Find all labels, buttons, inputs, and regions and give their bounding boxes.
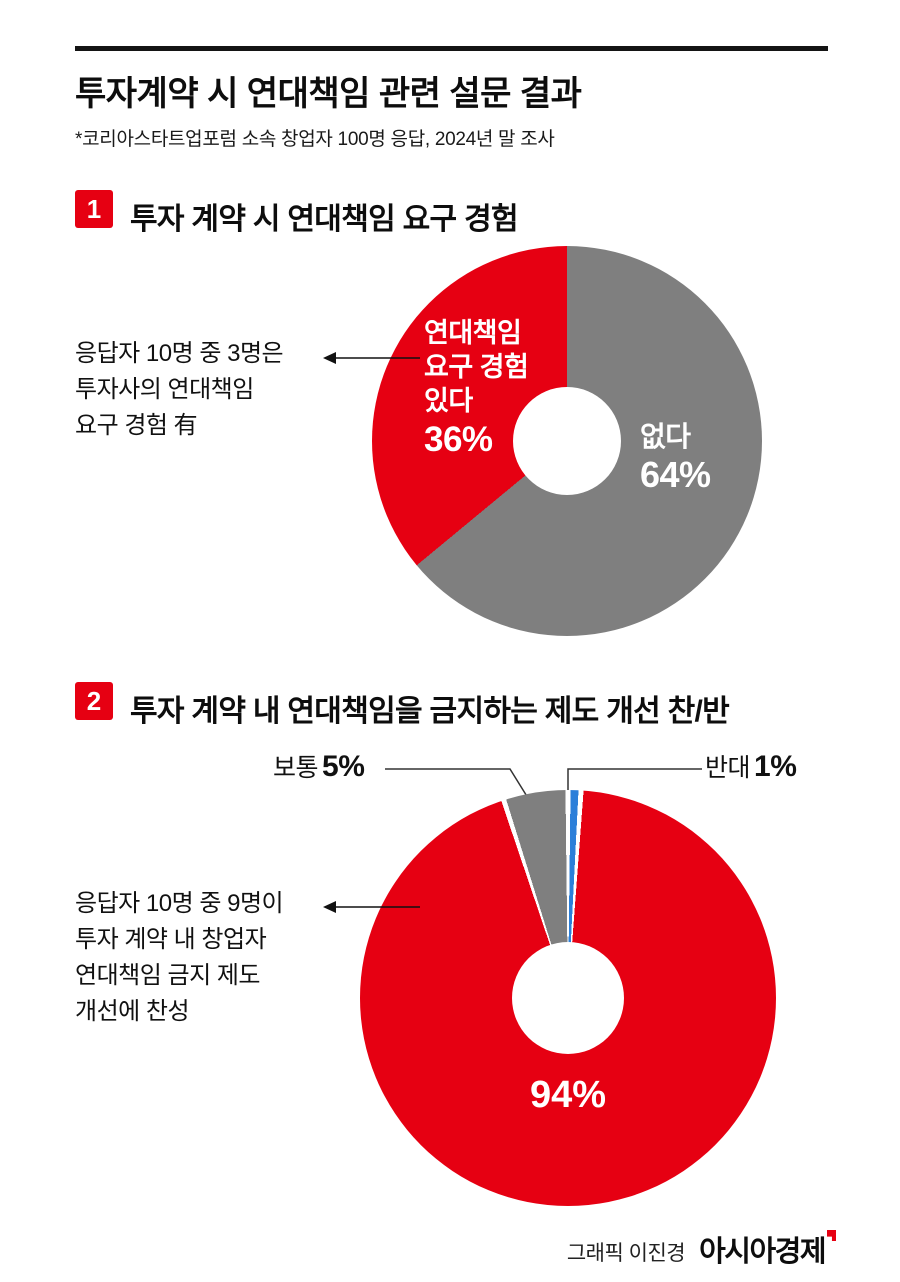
donut-1-hole (513, 387, 621, 495)
callout-neutral-label: 보통 (273, 754, 319, 782)
label-line: 없다 (640, 421, 691, 452)
annotation-line: 투자사의 연대책임 (75, 376, 254, 403)
credit-text: 그래픽 이진경 (566, 1242, 686, 1265)
source-note: *코리아스타트업포럼 소속 창업자 100명 응답, 2024년 말 조사 (75, 129, 555, 150)
section-1-heading: 투자 계약 시 연대책임 요구 경험 (130, 203, 519, 236)
annotation-line: 투자 계약 내 창업자 (75, 926, 267, 953)
annotation-line: 응답자 10명 중 3명은 (75, 340, 284, 367)
asiae-logo-mark-icon (827, 1230, 836, 1241)
callout-oppose: 반대 1% (705, 748, 797, 784)
slice-label-agree: 94% (529, 1074, 607, 1116)
slice-value-no: 64% (640, 454, 711, 495)
asiae-logo: 아시아경제 (699, 1228, 836, 1270)
annotation-line: 요구 경험 有 (75, 412, 198, 439)
annotation-line: 연대책임 금지 제도 (75, 962, 260, 989)
label-line: 연대책임 (424, 318, 522, 348)
asiae-logo-text: 아시아경제 (699, 1236, 826, 1268)
section-2-badge: 2 (75, 682, 113, 720)
annotation-2: 응답자 10명 중 9명이 투자 계약 내 창업자 연대책임 금지 제도 개선에… (75, 886, 284, 1030)
donut-2-hole (512, 942, 624, 1054)
section-1-badge: 1 (75, 190, 113, 228)
donut-chart-1: 연대책임 요구 경험 있다 36% 없다 64% (372, 246, 762, 636)
callout-oppose-value: 1% (754, 750, 797, 783)
callout-leader-lines (385, 768, 702, 799)
annotation-1-arrow-icon (323, 352, 420, 364)
label-line: 있다 (424, 386, 473, 416)
top-rule (75, 46, 828, 51)
section-2-heading: 투자 계약 내 연대책임을 금지하는 제도 개선 찬/반 (130, 695, 730, 728)
annotation-2-arrow-icon (323, 901, 420, 913)
callout-oppose-label: 반대 (705, 754, 751, 782)
donut-chart-2: 94% (360, 790, 776, 1206)
slice-value-yes: 36% (424, 420, 493, 459)
annotation-1: 응답자 10명 중 3명은 투자사의 연대책임 요구 경험 有 (75, 336, 284, 444)
callout-neutral-value: 5% (322, 750, 365, 783)
credit: 그래픽 이진경 아시아경제 (567, 1228, 836, 1270)
page-title: 투자계약 시 연대책임 관련 설문 결과 (75, 75, 582, 113)
label-line: 요구 경험 (424, 352, 529, 382)
annotation-line: 개선에 찬성 (75, 998, 190, 1025)
callout-neutral: 보통 5% (273, 748, 365, 784)
slice-label-yes: 연대책임 요구 경험 있다 36% (424, 316, 529, 459)
slice-label-no: 없다 64% (640, 418, 711, 494)
annotation-line: 응답자 10명 중 9명이 (75, 890, 284, 917)
